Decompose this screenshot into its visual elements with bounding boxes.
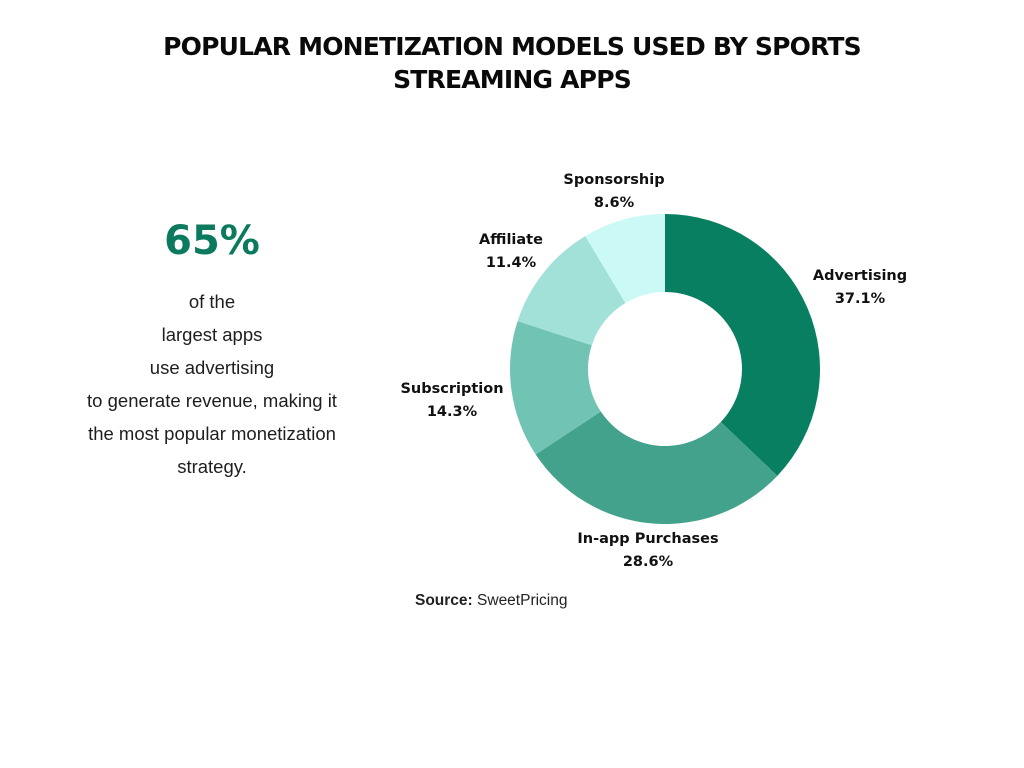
donut-slice-in-app-purchases	[535, 411, 778, 524]
slice-label: Subscription	[400, 381, 503, 397]
donut-slice-sponsorship	[585, 214, 665, 303]
slice-value-label: 37.1%	[835, 291, 886, 307]
slice-label: Advertising	[813, 268, 907, 284]
source-label: Source:	[415, 592, 473, 609]
highlight-line: use advertising	[149, 357, 275, 378]
donut-slice-advertising	[665, 214, 820, 476]
highlight-line: the most popular monetization	[88, 423, 336, 444]
chart-title: POPULAR MONETIZATION MODELS USED BY SPOR…	[112, 30, 912, 96]
highlight-line: largest apps	[161, 324, 263, 345]
chart-title-line-2: STREAMING APPS	[393, 65, 632, 94]
slice-label: Sponsorship	[563, 172, 664, 188]
chart-title-line-1: POPULAR MONETIZATION MODELS USED BY SPOR…	[163, 32, 862, 61]
source-value: SweetPricing	[477, 592, 568, 609]
slice-label: In-app Purchases	[577, 531, 718, 547]
highlight-stat-description: of the largest apps use advertising to g…	[42, 285, 382, 483]
donut-slice-affiliate	[517, 236, 626, 346]
slice-label: Affiliate	[479, 232, 543, 248]
highlight-line: to generate revenue, making it	[87, 390, 337, 411]
source-note: Source: SweetPricing	[415, 592, 568, 610]
donut-slice-subscription	[510, 321, 601, 455]
slice-value-label: 14.3%	[427, 404, 478, 420]
slice-value-label: 11.4%	[486, 255, 537, 271]
highlight-line: strategy.	[177, 456, 247, 477]
slice-value-label: 28.6%	[623, 554, 674, 570]
slice-value-label: 8.6%	[594, 195, 635, 211]
highlight-stat-value: 65%	[164, 218, 260, 264]
highlight-line: of the	[188, 291, 236, 312]
